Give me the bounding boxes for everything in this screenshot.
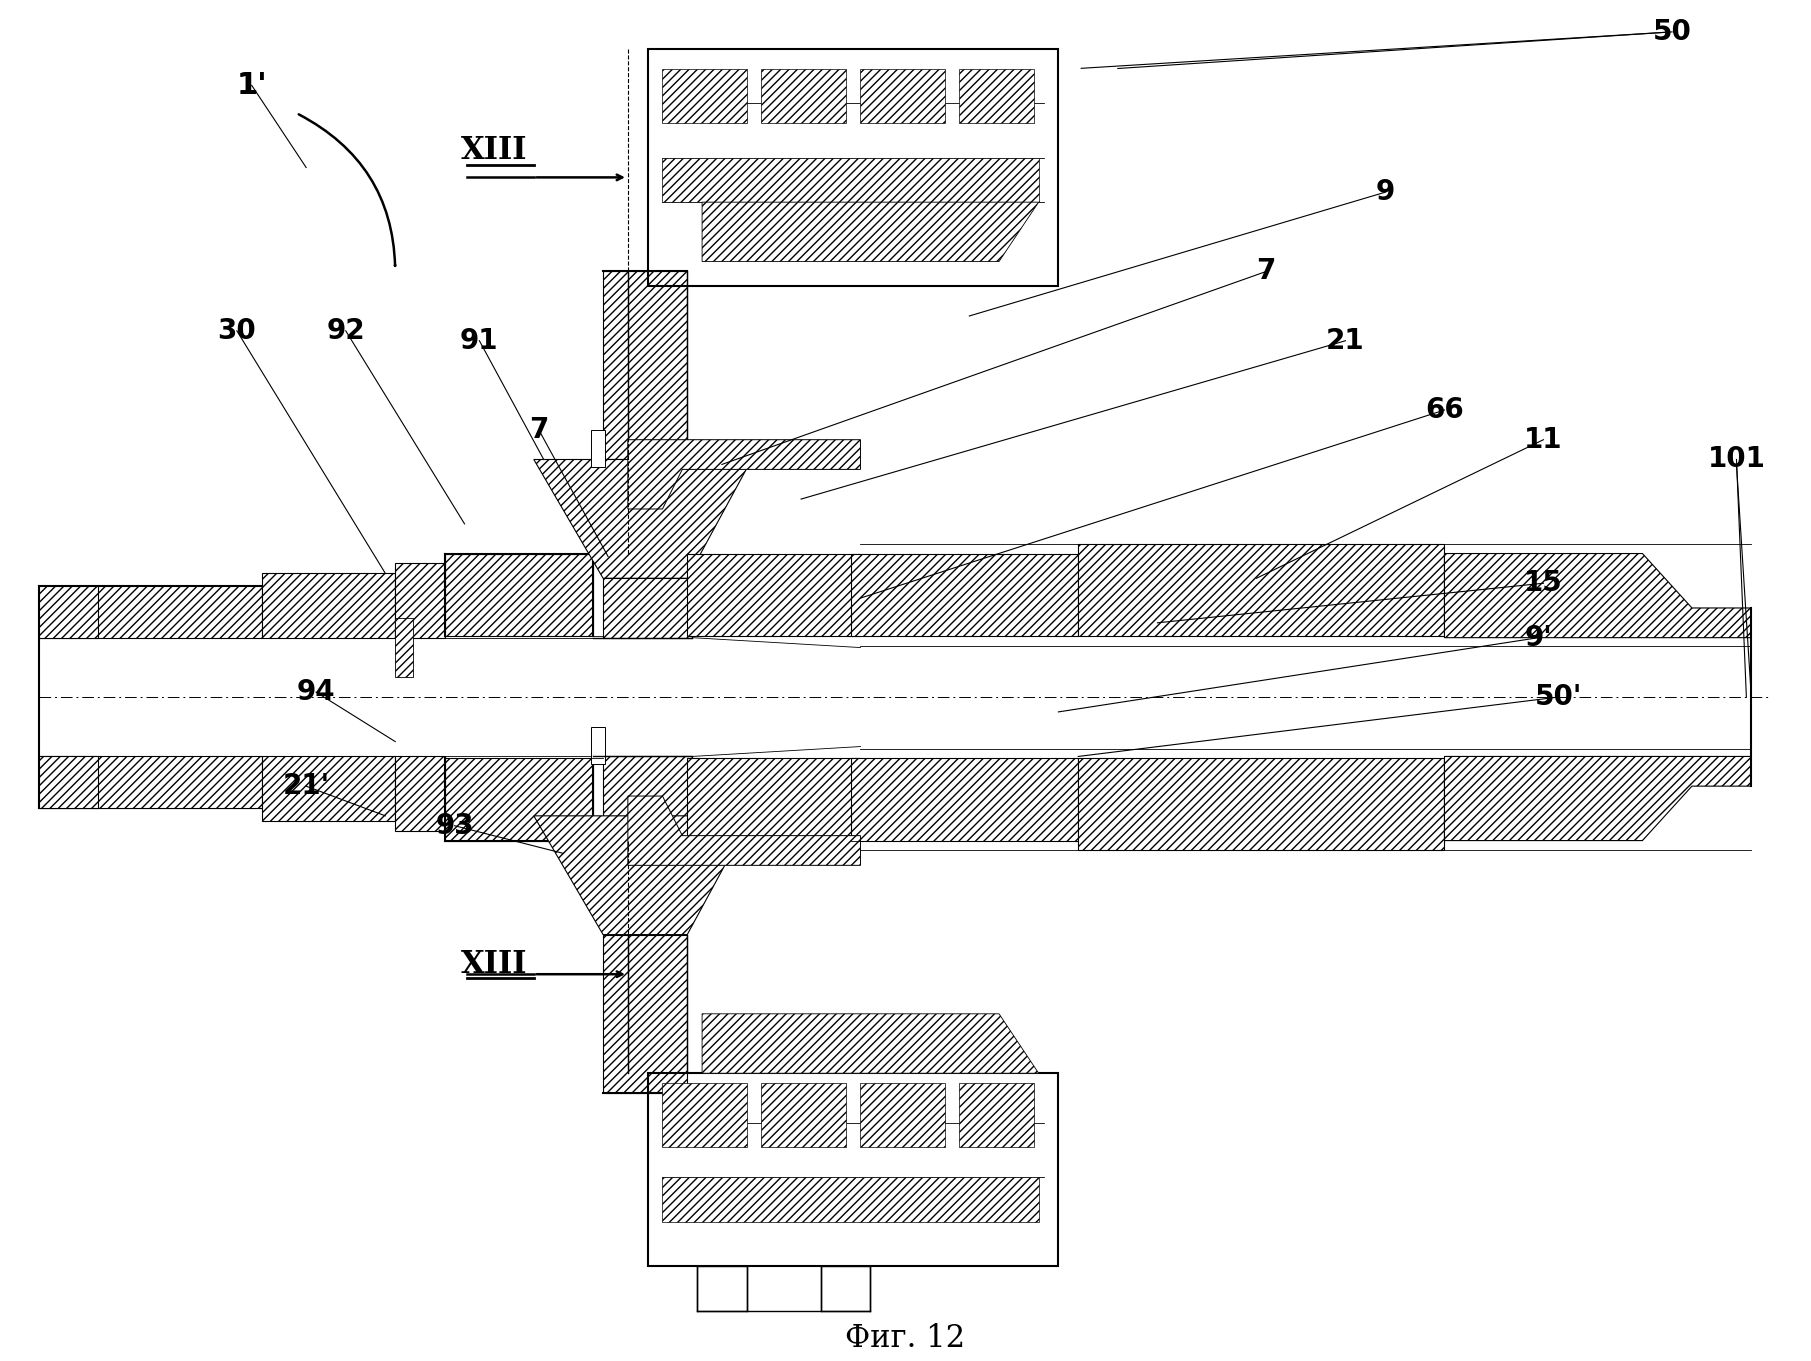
Text: XIII: XIII	[462, 949, 527, 980]
Polygon shape	[851, 554, 1078, 636]
Bar	[960, 68, 1034, 122]
Polygon shape	[703, 203, 1040, 261]
Bar	[663, 68, 746, 122]
Polygon shape	[1445, 757, 1751, 841]
Polygon shape	[603, 757, 692, 815]
Polygon shape	[395, 563, 446, 638]
Text: 93: 93	[435, 811, 474, 840]
Text: 50': 50'	[1534, 683, 1583, 710]
FancyArrowPatch shape	[299, 114, 395, 265]
Polygon shape	[1078, 543, 1445, 636]
Text: 101: 101	[1708, 445, 1766, 474]
Bar	[648, 49, 1058, 286]
Polygon shape	[38, 757, 98, 808]
Polygon shape	[261, 757, 395, 821]
Polygon shape	[686, 554, 860, 636]
Polygon shape	[38, 757, 261, 808]
Text: 15: 15	[1525, 569, 1563, 597]
Bar	[697, 1266, 746, 1311]
Polygon shape	[261, 573, 395, 638]
Text: 21: 21	[1326, 327, 1365, 355]
Text: 91: 91	[460, 327, 498, 355]
Text: 66: 66	[1425, 396, 1463, 425]
Text: 9': 9'	[1525, 623, 1552, 652]
Text: 92: 92	[326, 317, 366, 344]
Polygon shape	[446, 554, 594, 636]
Polygon shape	[628, 796, 860, 866]
Text: 21': 21'	[283, 772, 330, 800]
Text: XIII: XIII	[462, 135, 527, 166]
Bar	[761, 1083, 846, 1147]
Bar	[590, 727, 605, 765]
Text: 94: 94	[297, 678, 335, 706]
Bar	[960, 1083, 1034, 1147]
Text: 7: 7	[529, 416, 549, 444]
Bar	[590, 430, 605, 467]
Text: 50: 50	[1653, 18, 1691, 46]
Polygon shape	[686, 758, 860, 841]
Bar	[663, 1177, 1040, 1222]
Text: Фиг. 12: Фиг. 12	[846, 1323, 965, 1354]
Polygon shape	[603, 578, 692, 638]
Text: 30: 30	[217, 317, 255, 344]
Bar	[663, 1083, 746, 1147]
Bar	[663, 158, 1040, 203]
Polygon shape	[446, 758, 594, 841]
Bar	[860, 68, 945, 122]
Text: 7: 7	[1257, 257, 1277, 286]
Polygon shape	[603, 935, 686, 1093]
Text: 9: 9	[1375, 178, 1394, 207]
Bar	[395, 618, 413, 678]
Polygon shape	[628, 440, 860, 509]
Polygon shape	[1445, 554, 1751, 638]
Polygon shape	[534, 815, 752, 935]
Polygon shape	[38, 587, 98, 638]
Polygon shape	[395, 757, 446, 830]
Bar	[820, 1266, 871, 1311]
Polygon shape	[1078, 758, 1445, 851]
Polygon shape	[603, 271, 686, 460]
Polygon shape	[851, 758, 1078, 841]
Text: 1': 1'	[237, 71, 266, 99]
Polygon shape	[534, 460, 752, 578]
Bar	[648, 1074, 1058, 1266]
Text: 11: 11	[1525, 426, 1563, 453]
Polygon shape	[38, 587, 261, 638]
Bar	[860, 1083, 945, 1147]
Text: 1': 1'	[237, 71, 266, 99]
Polygon shape	[703, 1014, 1040, 1074]
Bar	[761, 68, 846, 122]
